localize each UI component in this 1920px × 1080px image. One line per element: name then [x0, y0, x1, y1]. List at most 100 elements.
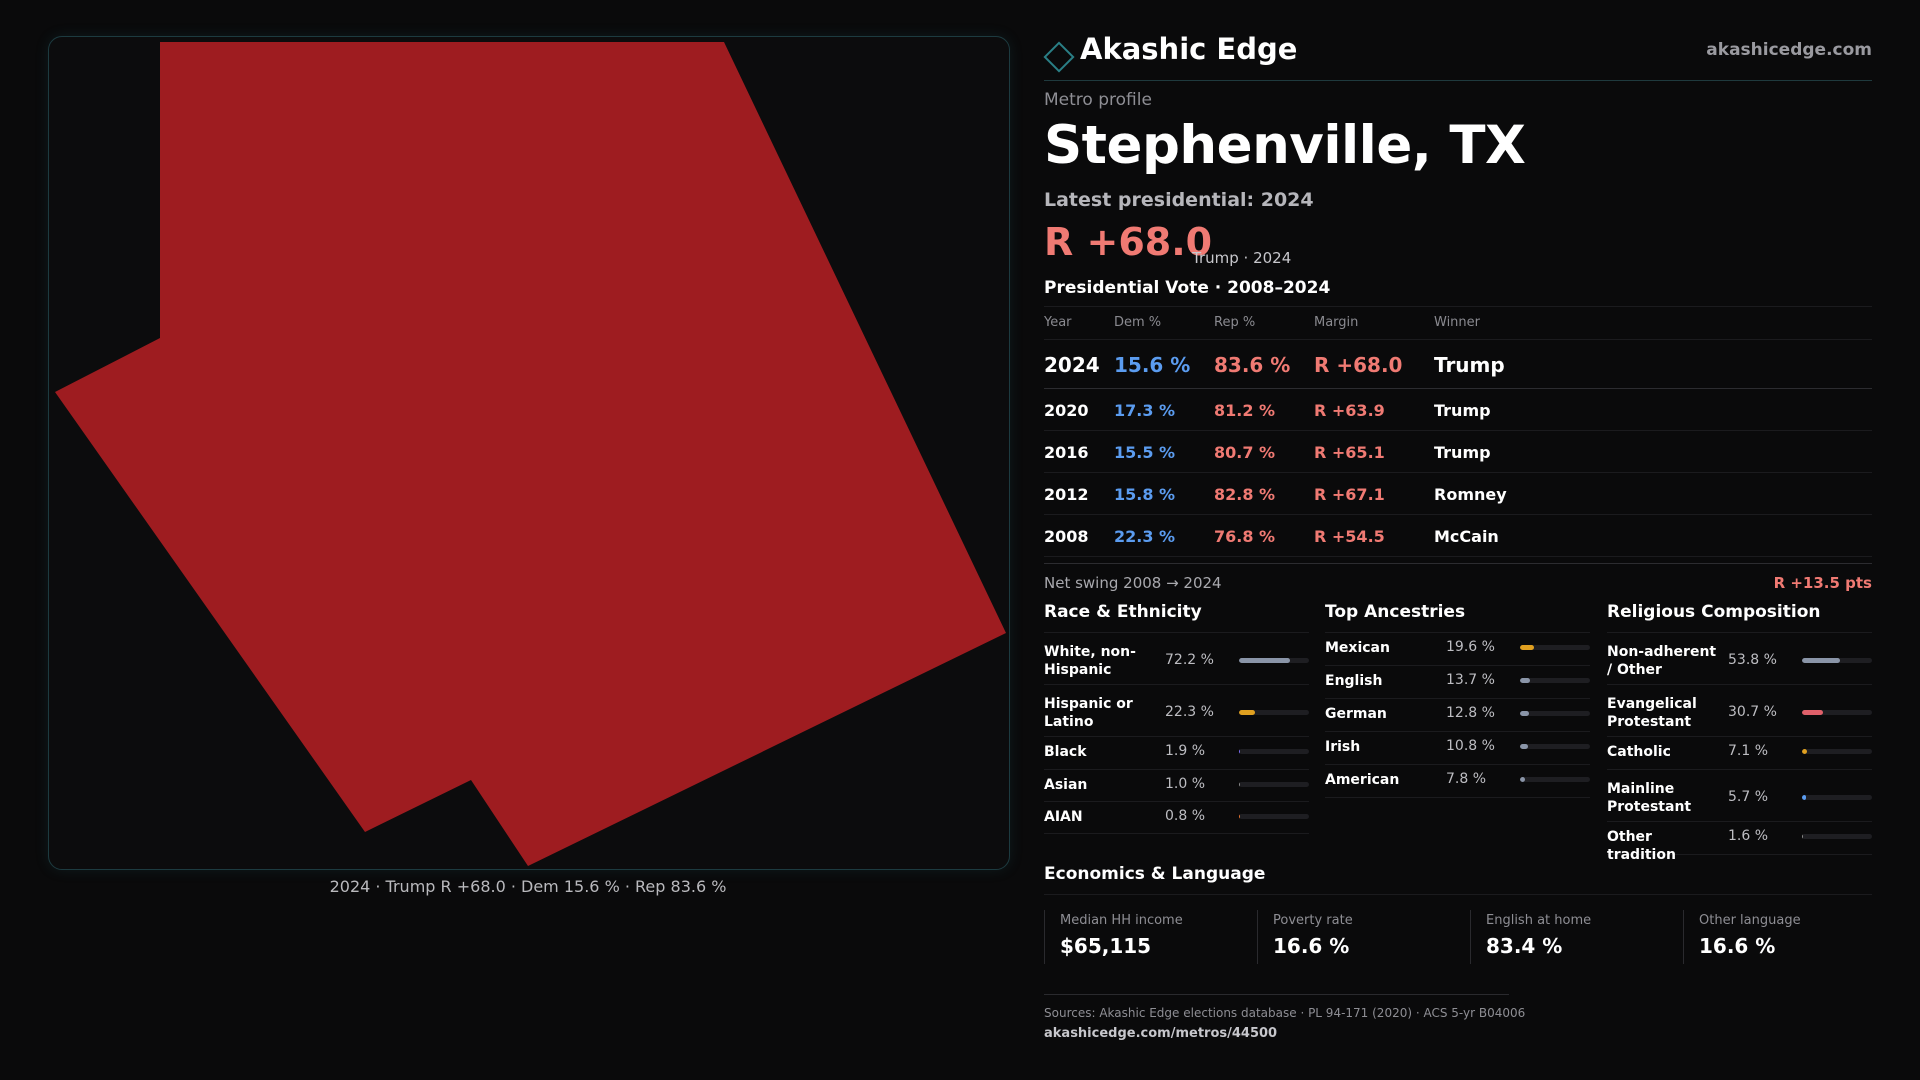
- religion-row: Evangelical Protestant 30.7 %: [1607, 685, 1872, 737]
- county-shape[interactable]: [55, 42, 1006, 866]
- column-header-winner: Winner: [1434, 315, 1481, 330]
- sources-text: Sources: Akashic Edge elections database…: [1044, 1006, 1526, 1020]
- ancestry-bar-fill: [1520, 744, 1528, 749]
- table-row: 2020 17.3 % 81.2 % R +63.9 Trump: [1044, 389, 1872, 431]
- race-bar-fill: [1239, 749, 1241, 754]
- page-title: Stephenville, TX: [1044, 115, 1526, 176]
- vote-table-header: Year Dem % Rep % Margin Winner: [1044, 306, 1872, 340]
- diamond-logo-icon: [1043, 41, 1075, 73]
- religion-bar-fill: [1802, 795, 1806, 800]
- ancestry-label: American: [1325, 772, 1400, 788]
- econ-card-poverty: Poverty rate 16.6 %: [1257, 910, 1458, 964]
- economics-title: Economics & Language: [1044, 864, 1872, 895]
- ancestry-row: English 13.7 %: [1325, 666, 1590, 699]
- cell-winner: Trump: [1434, 353, 1505, 377]
- race-bar: [1239, 710, 1309, 715]
- race-bar-fill: [1239, 658, 1290, 663]
- brand-name[interactable]: Akashic Edge: [1080, 32, 1298, 66]
- ancestry-bar: [1520, 645, 1590, 650]
- cell-year: 2008: [1044, 527, 1089, 546]
- page-kicker: Metro profile: [1044, 90, 1152, 110]
- race-value: 72.2 %: [1165, 652, 1214, 668]
- ancestry-bar: [1520, 744, 1590, 749]
- religion-bar: [1802, 710, 1872, 715]
- net-swing: Net swing 2008 → 2024 R +13.5 pts: [1044, 563, 1872, 592]
- header: Akashic Edge akashicedge.com: [1043, 30, 1872, 81]
- ancestry-bar-fill: [1520, 711, 1529, 716]
- cell-rep: 81.2 %: [1214, 401, 1276, 420]
- ancestry-value: 7.8 %: [1446, 771, 1487, 787]
- ancestry-bar: [1520, 711, 1590, 716]
- net-swing-label: Net swing 2008 → 2024: [1044, 574, 1222, 592]
- econ-value: $65,115: [1060, 934, 1152, 958]
- race-label: Hispanic or Latino: [1044, 696, 1133, 730]
- ancestry-section: Top Ancestries Mexican 19.6 % English 13…: [1325, 602, 1590, 798]
- ancestry-title: Top Ancestries: [1325, 602, 1590, 633]
- religion-row: Mainline Protestant 5.7 %: [1607, 770, 1872, 822]
- race-row: Hispanic or Latino 22.3 %: [1044, 685, 1309, 737]
- footer-url-link[interactable]: akashicedge.com/metros/44500: [1044, 1026, 1278, 1041]
- religion-row: Catholic 7.1 %: [1607, 737, 1872, 770]
- cell-winner: Romney: [1434, 485, 1507, 504]
- ancestry-bar: [1520, 678, 1590, 683]
- race-row: White, non-Hispanic 72.2 %: [1044, 633, 1309, 685]
- econ-value: 16.6 %: [1699, 934, 1776, 958]
- race-row: AIAN 0.8 %: [1044, 802, 1309, 834]
- cell-rep: 76.8 %: [1214, 527, 1276, 546]
- cell-rep: 83.6 %: [1214, 353, 1291, 377]
- ancestry-value: 19.6 %: [1446, 639, 1495, 655]
- race-value: 22.3 %: [1165, 704, 1214, 720]
- map-panel[interactable]: [48, 36, 1010, 870]
- vote-table-title: Presidential Vote · 2008–2024: [1044, 278, 1331, 298]
- cell-margin: R +63.9: [1314, 401, 1385, 420]
- cell-rep: 82.8 %: [1214, 485, 1276, 504]
- ancestry-label: Mexican: [1325, 640, 1390, 656]
- econ-value: 16.6 %: [1273, 934, 1350, 958]
- table-row: 2016 15.5 % 80.7 % R +65.1 Trump: [1044, 431, 1872, 473]
- column-header-rep: Rep %: [1214, 315, 1256, 330]
- site-link[interactable]: akashicedge.com: [1706, 40, 1872, 60]
- econ-card-english: English at home 83.4 %: [1470, 910, 1671, 964]
- column-header-year: Year: [1044, 315, 1072, 330]
- religion-value: 30.7 %: [1728, 704, 1777, 720]
- ancestry-row: Mexican 19.6 %: [1325, 633, 1590, 666]
- latest-label: Latest presidential: 2024: [1044, 189, 1314, 211]
- ancestry-row: German 12.8 %: [1325, 699, 1590, 732]
- religion-row: Other tradition 1.6 %: [1607, 822, 1872, 863]
- ancestry-row: American 7.8 %: [1325, 765, 1590, 798]
- race-bar: [1239, 814, 1309, 819]
- econ-label: English at home: [1486, 913, 1592, 928]
- table-row: 2012 15.8 % 82.8 % R +67.1 Romney: [1044, 473, 1872, 515]
- race-bar-fill: [1239, 814, 1241, 819]
- cell-year: 2020: [1044, 401, 1089, 420]
- cell-year: 2016: [1044, 443, 1089, 462]
- race-row: Asian 1.0 %: [1044, 770, 1309, 802]
- race-title: Race & Ethnicity: [1044, 602, 1309, 633]
- ancestry-bar-fill: [1520, 678, 1530, 683]
- map-caption: 2024 · Trump R +68.0 · Dem 15.6 % · Rep …: [329, 877, 727, 896]
- religion-label: Evangelical Protestant: [1607, 696, 1697, 730]
- econ-label: Median HH income: [1060, 913, 1183, 928]
- race-bar: [1239, 749, 1309, 754]
- race-label: AIAN: [1044, 809, 1083, 825]
- ancestry-value: 12.8 %: [1446, 705, 1495, 721]
- religion-label: Non-adherent / Other: [1607, 644, 1717, 678]
- ancestry-label: English: [1325, 673, 1383, 689]
- religion-label: Catholic: [1607, 744, 1671, 760]
- ancestry-row: Irish 10.8 %: [1325, 732, 1590, 765]
- religion-value: 53.8 %: [1728, 652, 1777, 668]
- footer-divider: [1044, 994, 1509, 995]
- religion-value: 5.7 %: [1728, 789, 1769, 805]
- race-label: White, non-Hispanic: [1044, 644, 1136, 678]
- cell-rep: 80.7 %: [1214, 443, 1276, 462]
- econ-card-income: Median HH income $65,115: [1044, 910, 1245, 964]
- ancestry-value: 13.7 %: [1446, 672, 1495, 688]
- race-bar: [1239, 782, 1309, 787]
- ancestry-bar-fill: [1520, 777, 1526, 782]
- religion-row: Non-adherent / Other 53.8 %: [1607, 633, 1872, 685]
- religion-bar-fill: [1802, 749, 1807, 754]
- race-bar: [1239, 658, 1309, 663]
- cell-dem: 17.3 %: [1114, 401, 1176, 420]
- race-section: Race & Ethnicity White, non-Hispanic 72.…: [1044, 602, 1309, 834]
- race-value: 1.9 %: [1165, 743, 1206, 759]
